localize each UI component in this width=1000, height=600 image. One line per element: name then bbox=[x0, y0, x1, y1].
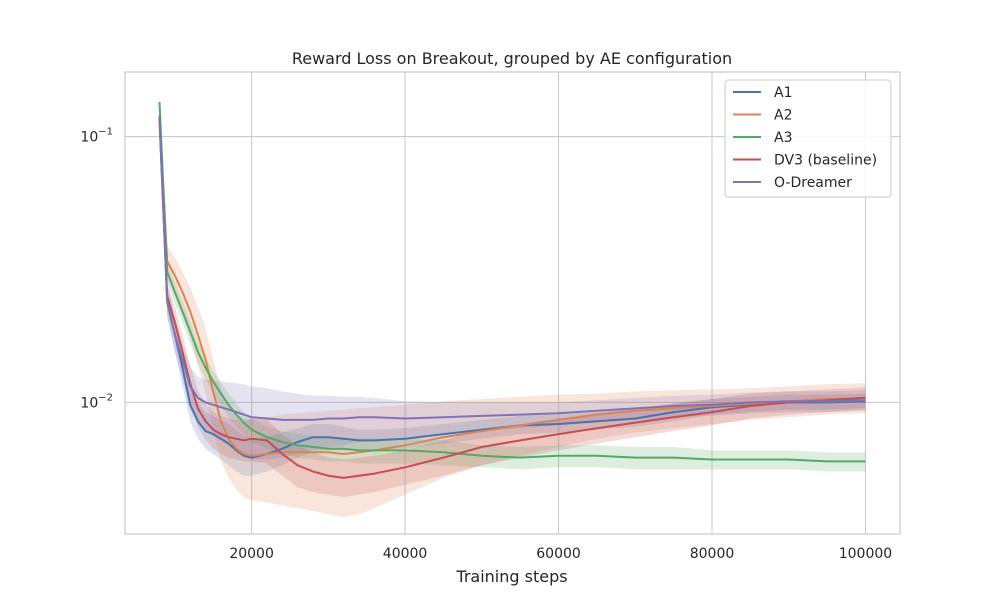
legend-label-a2: A2 bbox=[774, 108, 792, 124]
legend-label-dv3-baseline: DV3 (baseline) bbox=[774, 153, 877, 169]
chart-title: Reward Loss on Breakout, grouped by AE c… bbox=[292, 49, 732, 68]
y-tick-label: 10−1 bbox=[80, 127, 113, 146]
band-o-dreamer bbox=[159, 106, 866, 460]
series-lines bbox=[158, 101, 866, 479]
line-a3 bbox=[158, 101, 866, 463]
legend: A1 A2 A3 DV3 (baseline) O-Dreamer bbox=[724, 79, 892, 198]
plot-frame bbox=[124, 71, 901, 535]
x-axis-label: Training steps bbox=[455, 567, 567, 586]
legend-label-o-dreamer: O-Dreamer bbox=[774, 175, 852, 191]
legend-label-a3: A3 bbox=[774, 130, 792, 146]
x-tick-label: 20000 bbox=[229, 546, 274, 562]
y-tick-label: 10−2 bbox=[80, 392, 113, 411]
line-o-dreamer bbox=[158, 115, 866, 421]
x-tick-label: 40000 bbox=[383, 546, 428, 562]
legend-label-a1: A1 bbox=[774, 85, 792, 101]
x-tick-label: 60000 bbox=[536, 546, 581, 562]
x-tick-label: 80000 bbox=[690, 546, 735, 562]
line-dv3-baseline bbox=[158, 117, 866, 479]
line-a1 bbox=[158, 120, 866, 459]
x-tick-labels: 20000 40000 60000 80000 100000 bbox=[229, 546, 892, 562]
y-tick-labels: 10−2 10−1 bbox=[80, 127, 113, 412]
line-a2 bbox=[158, 115, 866, 457]
x-tick-label: 100000 bbox=[839, 546, 892, 562]
legend-box bbox=[724, 79, 892, 198]
